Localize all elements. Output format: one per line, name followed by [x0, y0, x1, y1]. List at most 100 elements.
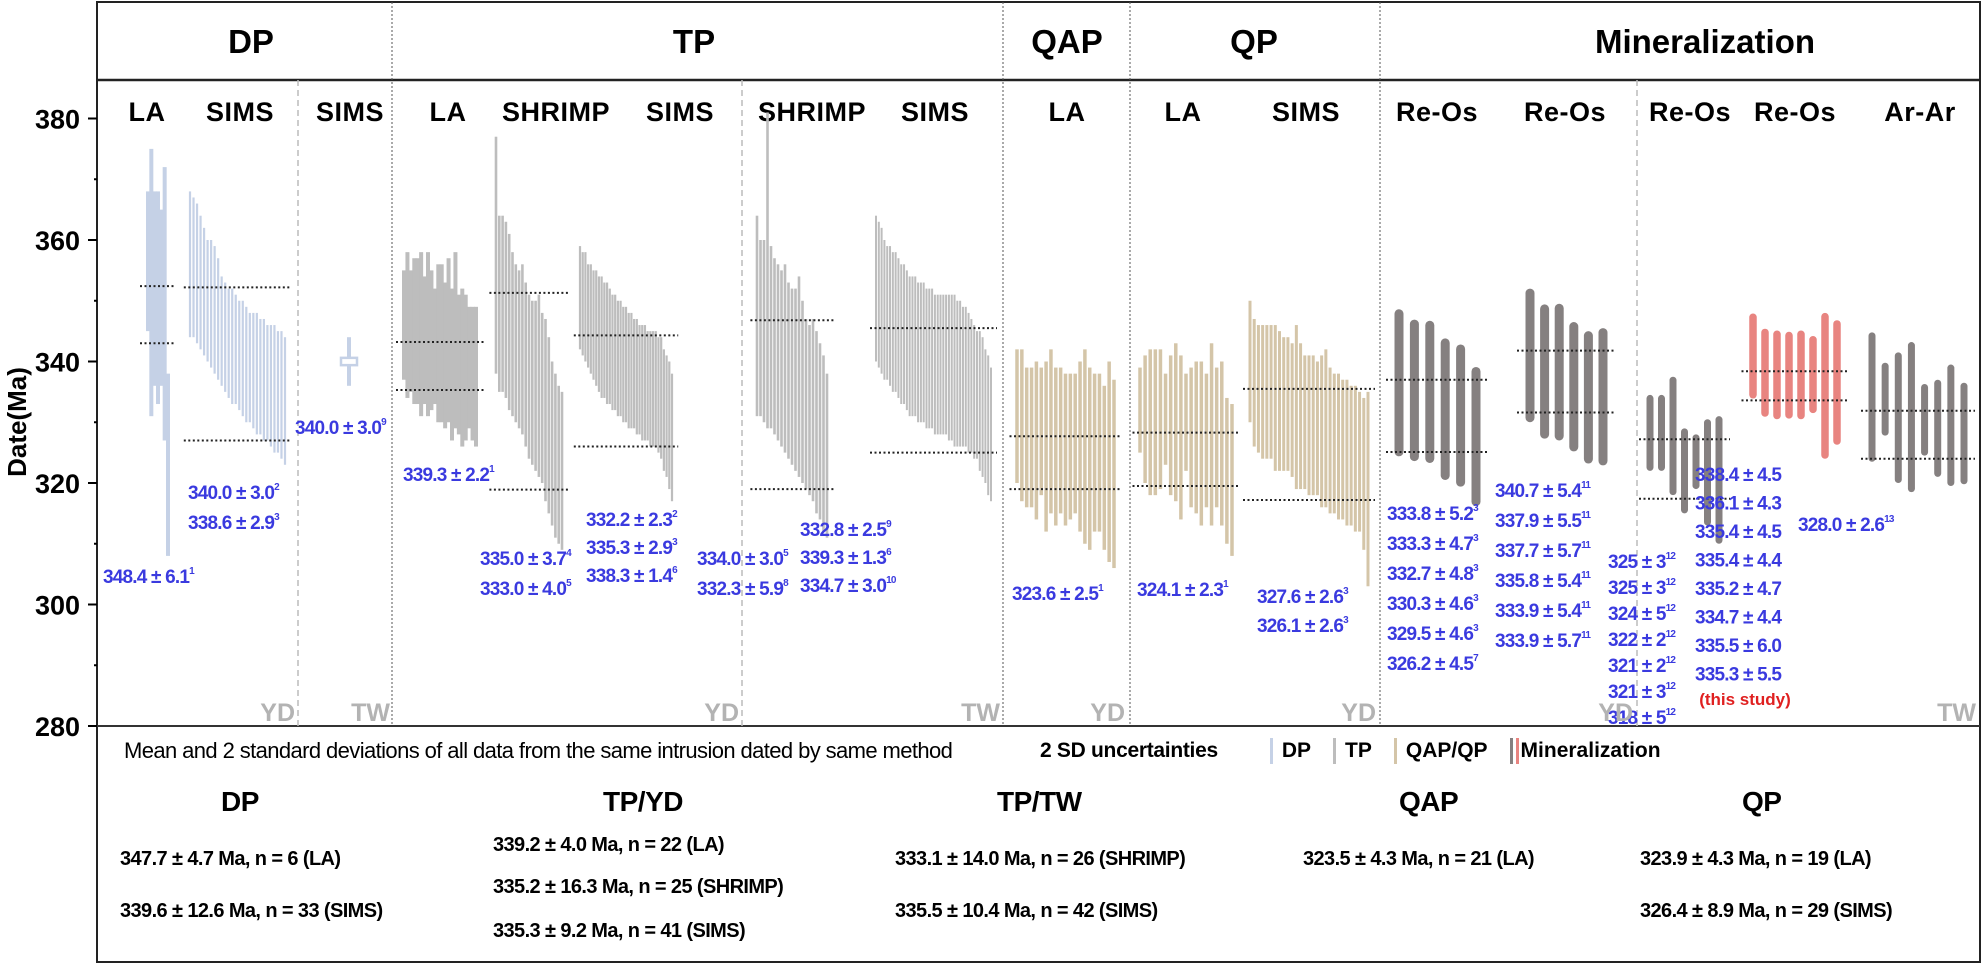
error-bar	[911, 276, 914, 417]
error-bar	[942, 294, 945, 435]
error-bar	[266, 325, 269, 441]
reference-superscript: 11	[1581, 570, 1591, 581]
reference-superscript: 3	[1473, 503, 1479, 514]
age-value: 332.2 ± 2.3	[586, 510, 672, 531]
age-annotation: 333.9 ± 5.411	[1495, 600, 1591, 622]
error-bar	[773, 258, 776, 435]
error-bar	[597, 276, 601, 392]
error-bar	[540, 312, 544, 483]
reference-superscript: 1	[489, 464, 495, 475]
error-bar	[818, 343, 822, 520]
age-value: 322 ± 2	[1608, 630, 1666, 651]
this-study-note: (this study)	[1699, 690, 1791, 709]
error-bar	[1282, 337, 1286, 471]
reference-superscript: 6	[886, 547, 892, 558]
summary-line: 339.2 ± 4.0 Ma, n = 22 (LA)	[493, 834, 725, 856]
error-bar	[1471, 366, 1481, 507]
method-label-dp_la: LA	[129, 97, 166, 127]
summary-line: 326.4 ± 8.9 Ma, n = 29 (SIMS)	[1640, 900, 1893, 922]
error-bar	[269, 325, 273, 447]
error-bar	[1112, 379, 1116, 569]
age-annotation: 340.0 ± 3.09	[295, 417, 387, 439]
age-value: 340.0 ± 3.0	[188, 483, 274, 504]
method-label-qp_sims: SIMS	[1272, 97, 1340, 127]
age-annotation: 324.1 ± 2.31	[1137, 579, 1229, 601]
error-bar	[1749, 313, 1757, 399]
age-value: 334.7 ± 3.0	[800, 576, 886, 597]
error-bar	[415, 258, 420, 405]
y-tick-label: 320	[35, 469, 80, 499]
error-bar	[1168, 355, 1173, 496]
error-bar	[1540, 304, 1550, 439]
error-bar	[1097, 373, 1102, 532]
error-bar	[1290, 343, 1294, 477]
error-bar	[494, 136, 498, 374]
age-value: 329.5 ± 4.6	[1387, 624, 1473, 645]
summary-title: QAP	[1399, 786, 1459, 817]
error-bar	[227, 288, 230, 398]
reference-superscript: 7	[1473, 653, 1479, 664]
error-bar	[1039, 367, 1043, 496]
error-bar	[961, 306, 964, 447]
age-value: 335.4 ± 4.5	[1695, 522, 1782, 543]
error-bar	[769, 246, 773, 429]
error-bar	[990, 367, 992, 502]
error-bar	[1797, 330, 1805, 420]
error-bar	[641, 325, 644, 441]
error-bar	[783, 264, 787, 453]
error-bar	[1015, 349, 1019, 483]
age-annotation: 339.3 ± 2.21	[403, 464, 495, 486]
error-bar	[1569, 322, 1579, 452]
reference-superscript: 5	[783, 548, 789, 559]
age-annotation: 337.7 ± 5.711	[1495, 540, 1591, 562]
error-bar	[283, 337, 287, 465]
error-bar	[1102, 385, 1107, 550]
age-value: 332.3 ± 5.9	[697, 579, 783, 600]
error-bar	[790, 288, 794, 465]
legend-label-mineralization: Mineralization	[1520, 739, 1661, 762]
error-bar	[759, 240, 762, 417]
legend-swatch-mineralization-grey	[1509, 738, 1513, 764]
error-bar	[1174, 343, 1178, 502]
error-bar	[630, 312, 633, 429]
error-bar	[220, 276, 223, 386]
error-bar	[670, 373, 674, 502]
error-bar	[1278, 331, 1281, 471]
age-value: 334.7 ± 4.4	[1695, 608, 1782, 629]
error-bar	[463, 294, 468, 441]
error-bar	[255, 312, 258, 435]
error-bar	[619, 300, 622, 417]
error-bar	[928, 288, 931, 429]
error-bar	[534, 300, 537, 471]
age-annotation: 332.8 ± 2.59	[800, 519, 892, 541]
age-value: 338.6 ± 2.9	[188, 513, 274, 534]
summary-line: 347.7 ± 4.7 Ma, n = 6 (LA)	[120, 848, 341, 870]
error-bar	[149, 148, 154, 417]
age-annotation: 328.0 ± 2.613	[1798, 514, 1895, 536]
error-bar	[501, 215, 504, 392]
y-tick-label: 340	[35, 348, 80, 378]
error-bar	[973, 325, 976, 459]
error-bar	[616, 300, 619, 417]
reference-superscript: 8	[783, 578, 789, 589]
error-bar	[1184, 373, 1188, 471]
legend-item-dp: DP	[1269, 738, 1312, 764]
legend-label-dp: DP	[1281, 739, 1312, 762]
error-bar	[498, 215, 501, 392]
area-tag-yd: YD	[260, 699, 295, 727]
error-bar	[1833, 320, 1841, 445]
summary-line: 323.9 ± 4.3 Ma, n = 19 (LA)	[1640, 848, 1872, 870]
area-tag-tw: TW	[351, 699, 390, 727]
error-bar	[780, 270, 783, 447]
error-bar	[794, 288, 797, 471]
age-annotation: 340.0 ± 3.02	[188, 482, 280, 504]
age-annotation: 340.7 ± 5.411	[1495, 480, 1591, 502]
error-bar	[550, 361, 554, 526]
error-bar	[877, 221, 880, 368]
error-bar	[665, 355, 668, 477]
error-bar	[1324, 349, 1328, 508]
summary-col-qp: QP 323.9 ± 4.3 Ma, n = 19 (LA) 326.4 ± 8…	[1640, 786, 1960, 922]
error-bar	[981, 337, 984, 477]
error-bar	[252, 312, 255, 429]
summary-col-tp-tw: TP/TW 333.1 ± 14.0 Ma, n = 26 (SHRIMP) 3…	[895, 786, 1235, 922]
